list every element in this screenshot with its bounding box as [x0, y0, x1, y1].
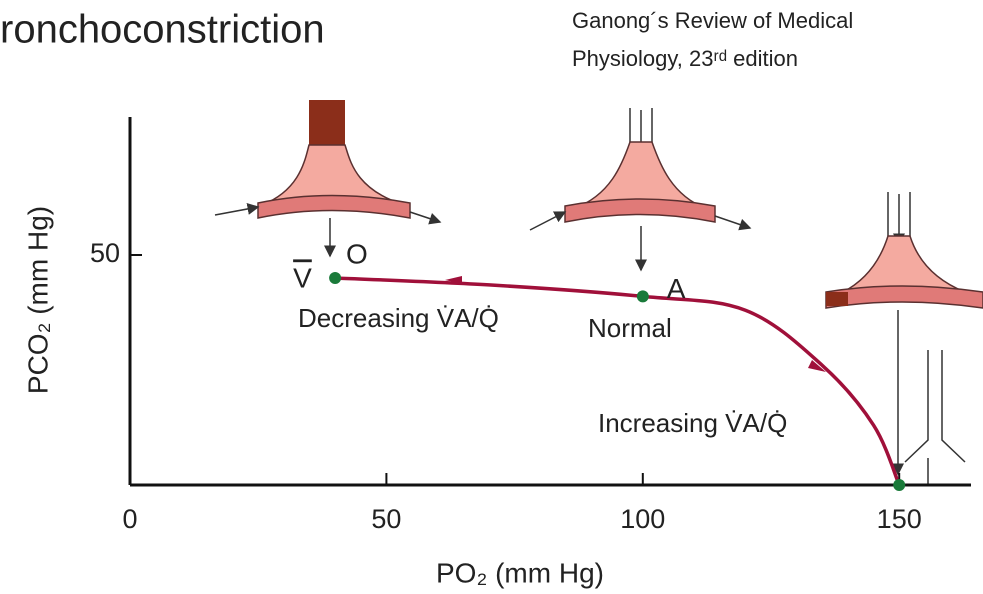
x-tick-label: 100: [620, 504, 665, 534]
x-tick-label: 150: [877, 504, 922, 534]
curve: [335, 276, 901, 486]
annotation: Increasing V̇A/Q̇: [598, 408, 787, 438]
annotation: Decreasing V̇A/Q̇: [298, 303, 499, 333]
arrowhead: [808, 360, 826, 372]
x-tick-label: 0: [122, 504, 137, 534]
annotation: Normal: [588, 313, 672, 343]
slide-title: ronchoconstriction: [0, 8, 325, 52]
alveolus-constricted-capillary: [825, 192, 983, 485]
x-axis-title: PO₂ (mm Hg): [436, 557, 604, 588]
alveolus-blocked: [214, 100, 442, 258]
point: [636, 290, 649, 303]
y-tick-label: 50: [90, 238, 120, 268]
alveolus-normal: [529, 108, 752, 272]
citation: Physiology, 23ʳᵈ edition: [572, 46, 798, 71]
point: [329, 272, 342, 284]
point: [893, 479, 906, 491]
y-axis-title: PCO₂ (mm Hg): [22, 206, 53, 394]
point-label: A: [667, 273, 686, 304]
citation: Ganong´s Review of Medical: [572, 8, 853, 33]
x-tick-label: 50: [371, 504, 401, 534]
point-label: V: [293, 262, 312, 293]
annotation: O: [346, 238, 368, 269]
